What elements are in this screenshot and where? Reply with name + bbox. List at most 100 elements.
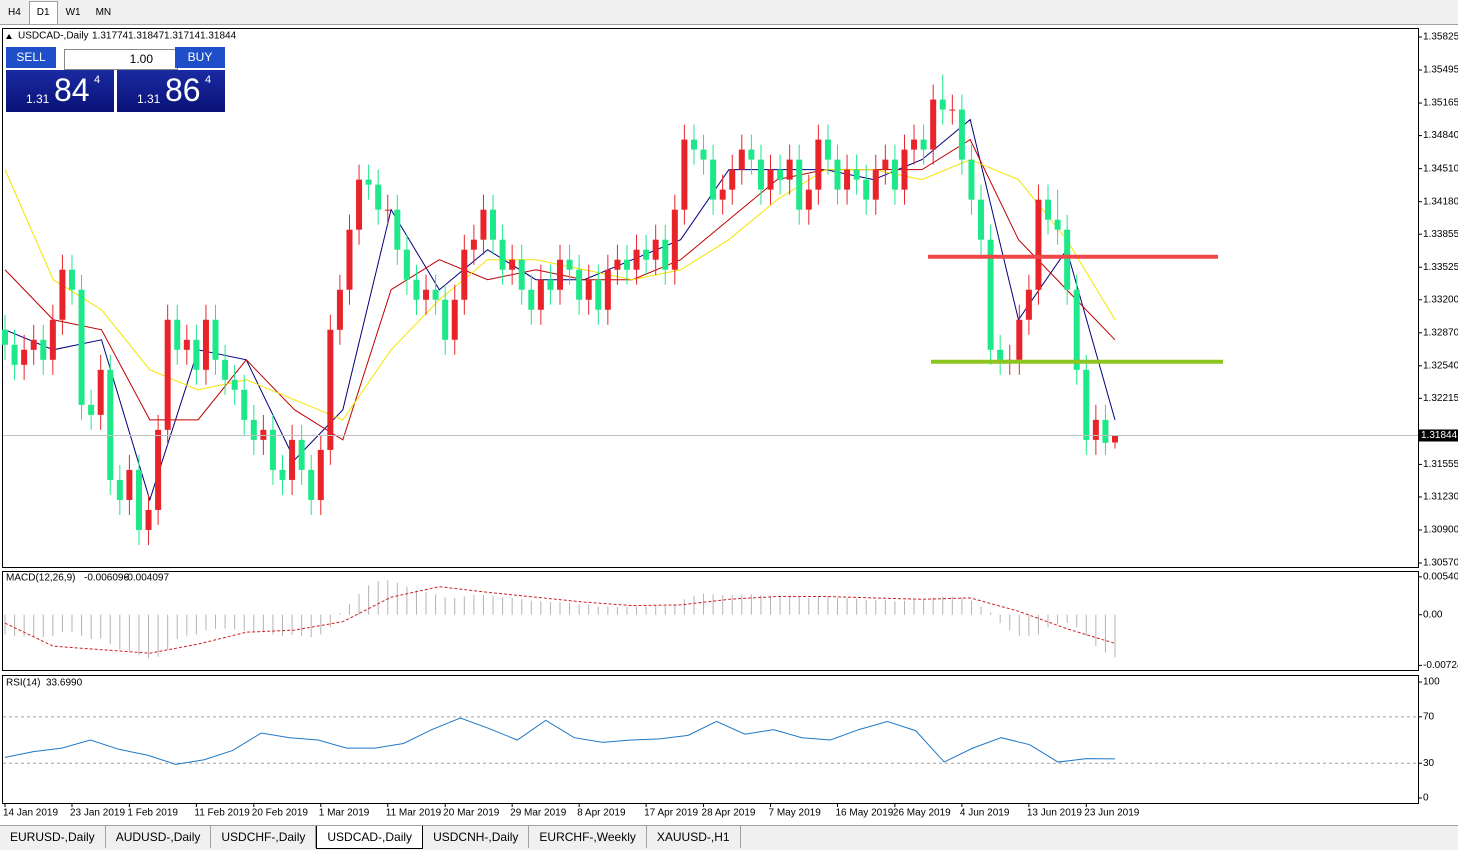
x-tick-label: 29 Mar 2019 xyxy=(510,808,567,819)
timeframe-button[interactable]: MN xyxy=(95,7,112,18)
indicator-label: RSI(14) xyxy=(6,678,40,689)
x-tick-label: 20 Mar 2019 xyxy=(443,808,500,819)
candle-body xyxy=(442,299,449,340)
candle-body xyxy=(518,259,525,290)
candle-body xyxy=(289,439,296,480)
x-tick-label: 4 Jun 2019 xyxy=(960,808,1010,819)
buy-button[interactable]: BUY xyxy=(175,47,225,68)
x-tick-label: 16 May 2019 xyxy=(836,808,894,819)
candle-body xyxy=(1092,419,1099,440)
ohlc-value: 1.31844 xyxy=(200,31,237,42)
y-tick-label: 0.00 xyxy=(1423,609,1443,620)
ask-price[interactable]: 1.31 86 4 xyxy=(117,70,225,112)
candle-body xyxy=(241,389,248,420)
candle-body xyxy=(824,139,831,160)
candle-body xyxy=(279,469,286,480)
y-tick-label: 0 xyxy=(1423,793,1429,804)
candle-body xyxy=(1112,435,1118,443)
candle-body xyxy=(595,279,602,310)
x-tick-label: 7 May 2019 xyxy=(769,808,822,819)
candle-body xyxy=(652,239,659,260)
x-tick-label: 28 Apr 2019 xyxy=(702,808,756,819)
current-price-box xyxy=(1419,429,1458,442)
candle-body xyxy=(939,99,946,110)
chart-tab[interactable]: XAUUSD-,H1 xyxy=(647,826,741,848)
candle-body xyxy=(958,109,965,160)
candle-body xyxy=(585,279,592,300)
candle-body xyxy=(155,429,162,510)
y-tick-label: 1.35495 xyxy=(1423,65,1458,76)
candle-body xyxy=(729,169,736,190)
candle-body xyxy=(1054,219,1061,230)
lot-value: 1.00 xyxy=(129,52,153,66)
x-tick-label: 23 Jan 2019 xyxy=(70,808,125,819)
candle-body xyxy=(88,404,95,415)
y-tick-label: 1.32540 xyxy=(1423,360,1458,371)
candle-body xyxy=(193,339,200,370)
candle-body xyxy=(872,169,879,200)
timeframe-bar: H4 D1 W1 MN xyxy=(0,0,1458,25)
candle-body xyxy=(1035,199,1042,290)
candle-body xyxy=(174,319,181,350)
timeframe-button[interactable]: D1 xyxy=(28,1,58,24)
candle-body xyxy=(834,159,841,190)
sell-button[interactable]: SELL xyxy=(6,47,56,68)
y-tick-label: 1.33525 xyxy=(1423,262,1458,273)
x-tick-label: 11 Mar 2019 xyxy=(386,808,442,819)
chart-tab[interactable]: EURUSD-,Daily xyxy=(0,826,106,848)
y-tick-label: 1.32870 xyxy=(1423,327,1458,338)
chart-tab[interactable]: AUDUSD-,Daily xyxy=(106,826,212,848)
bid-price[interactable]: 1.31 84 4 xyxy=(6,70,114,112)
candle-body xyxy=(499,239,506,270)
candle-body xyxy=(356,179,363,230)
rsi-line xyxy=(4,717,1116,765)
candle-body xyxy=(260,429,267,440)
y-tick-label: 1.34510 xyxy=(1423,163,1458,174)
candle-body xyxy=(135,469,142,530)
one-click-trading: SELL 1.00 BUY 1.31 84 4 1.31 86 4 xyxy=(6,47,225,112)
candle-body xyxy=(528,289,535,310)
candle-body xyxy=(346,229,353,290)
y-tick-label: 1.33200 xyxy=(1423,294,1458,305)
chart-tab[interactable]: USDCHF-,Daily xyxy=(211,826,317,848)
chart-tab[interactable]: USDCNH-,Daily xyxy=(423,826,530,848)
candle-body xyxy=(901,149,908,190)
collapse-arrow xyxy=(6,34,12,39)
ask-main: 86 xyxy=(165,72,201,108)
candle-body xyxy=(1083,369,1090,440)
candle-body xyxy=(767,169,774,190)
chart-tab[interactable]: EURCHF-,Weekly xyxy=(529,826,647,848)
candle-body xyxy=(576,269,583,300)
candle-body xyxy=(298,439,305,470)
candle-body xyxy=(710,159,717,200)
candle-body xyxy=(1016,319,1023,360)
candle-body xyxy=(566,259,573,270)
candle-body xyxy=(557,259,563,290)
y-tick-label: 0.005402 xyxy=(1423,572,1458,583)
candle-body xyxy=(202,319,209,370)
candle-body xyxy=(423,289,430,300)
x-tick-label: 8 Apr 2019 xyxy=(577,808,626,819)
candle-body xyxy=(930,99,937,150)
candle-body xyxy=(413,279,420,300)
chart-window: 1.35825 1.35495 1.35165 1.34840 1.34510 1.341… xyxy=(0,25,1458,825)
signal-value: -0.004097 xyxy=(124,573,169,584)
candle-body xyxy=(231,379,238,390)
candle-body xyxy=(509,259,516,270)
candle-body xyxy=(604,269,611,310)
candle-body xyxy=(212,319,219,360)
candle-body xyxy=(719,189,726,200)
y-tick-label: 70 xyxy=(1423,711,1435,722)
candle-body xyxy=(882,159,889,170)
lot-input[interactable]: 1.00 xyxy=(64,49,178,70)
x-tick-label: 1 Feb 2019 xyxy=(127,808,178,819)
candle-body xyxy=(97,369,104,415)
ohlc-value: 1.31714 xyxy=(164,31,201,42)
timeframe-button[interactable]: H4 xyxy=(8,7,21,18)
x-tick-label: 11 Feb 2019 xyxy=(194,808,250,819)
candle-body xyxy=(480,209,487,240)
chart-tab[interactable]: USDCAD-,Daily xyxy=(316,826,424,849)
timeframe-button[interactable]: W1 xyxy=(65,7,81,18)
x-tick-label: 14 Jan 2019 xyxy=(3,808,58,819)
